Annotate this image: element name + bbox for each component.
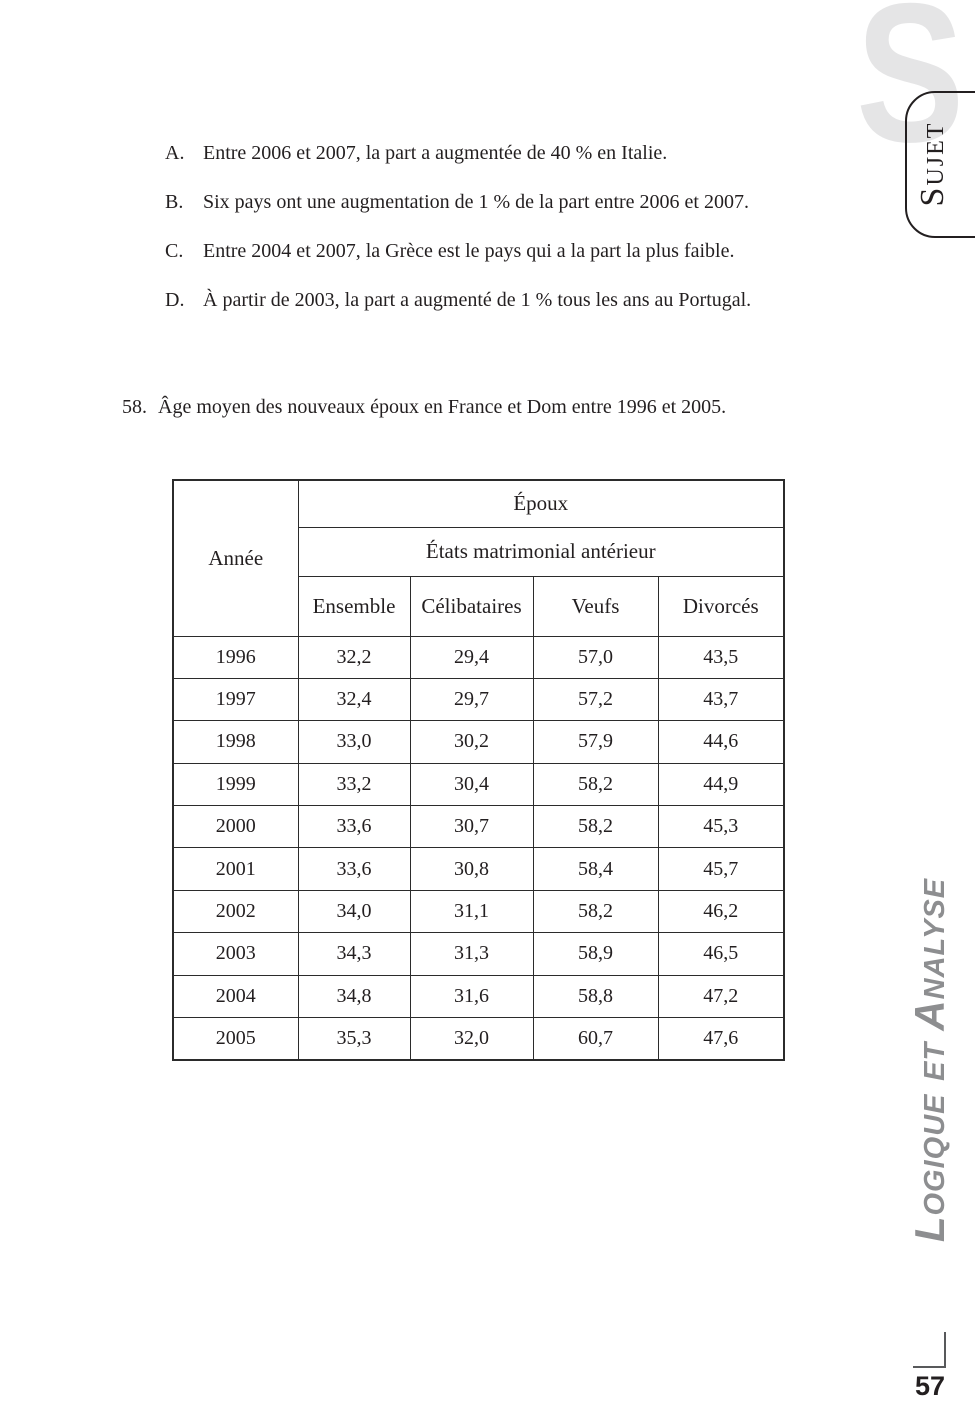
- age-table: Année Époux États matrimonial antérieur …: [172, 479, 785, 1061]
- table-row: 2005 35,3 32,0 60,7 47,6: [172, 1017, 785, 1061]
- table-subgroup-header: États matrimonial antérieur: [297, 526, 785, 577]
- option-d-letter: D.: [165, 289, 185, 311]
- value-cell: 30,4: [409, 762, 534, 807]
- option-b-text: Six pays ont une augmentation de 1 % de …: [203, 191, 749, 213]
- value-cell: 33,6: [297, 847, 411, 891]
- year-cell: 1996: [172, 635, 299, 679]
- question-text: Âge moyen des nouveaux époux en France e…: [158, 396, 727, 418]
- column-header-ensemble: Ensemble: [297, 575, 411, 637]
- value-cell: 57,0: [532, 635, 659, 679]
- table-row: 1998 33,0 30,2 57,9 44,6: [172, 720, 785, 764]
- year-cell: 2004: [172, 974, 299, 1019]
- table-corner-header: Année: [172, 479, 299, 637]
- table-row: 1999 33,2 30,4 58,2 44,9: [172, 762, 785, 807]
- value-cell: 47,6: [657, 1017, 785, 1061]
- year-cell: 2001: [172, 847, 299, 891]
- year-cell: 1998: [172, 720, 299, 764]
- value-cell: 46,5: [657, 932, 785, 976]
- value-cell: 60,7: [532, 1017, 659, 1061]
- value-cell: 31,6: [409, 974, 534, 1019]
- option-b-letter: B.: [165, 191, 184, 213]
- page-number: 57: [914, 1371, 946, 1401]
- corner-mark: [913, 1332, 946, 1368]
- sidebar-section-title: Logique et Analyse: [906, 877, 953, 1243]
- value-cell: 58,8: [532, 974, 659, 1019]
- value-cell: 58,2: [532, 762, 659, 807]
- value-cell: 57,2: [532, 677, 659, 722]
- value-cell: 35,3: [297, 1017, 411, 1061]
- option-c-letter: C.: [165, 240, 184, 262]
- year-cell: 1997: [172, 677, 299, 722]
- table-row: 2003 34,3 31,3 58,9 46,5: [172, 932, 785, 976]
- value-cell: 58,9: [532, 932, 659, 976]
- value-cell: 45,7: [657, 847, 785, 891]
- year-cell: 2003: [172, 932, 299, 976]
- option-d: D. À partir de 2003, la part a augmenté …: [165, 288, 751, 312]
- value-cell: 33,0: [297, 720, 411, 764]
- year-cell: 2002: [172, 889, 299, 934]
- value-cell: 34,0: [297, 889, 411, 934]
- table-row: 2000 33,6 30,7 58,2 45,3: [172, 805, 785, 849]
- option-a-text: Entre 2006 et 2007, la part a augmentée …: [203, 142, 668, 164]
- option-a-letter: A.: [165, 142, 185, 164]
- column-header-veufs: Veufs: [532, 575, 659, 637]
- value-cell: 44,9: [657, 762, 785, 807]
- option-b: B. Six pays ont une augmentation de 1 % …: [165, 190, 751, 214]
- value-cell: 33,2: [297, 762, 411, 807]
- question-number: 58.: [122, 396, 147, 418]
- value-cell: 44,6: [657, 720, 785, 764]
- answer-options: A. Entre 2006 et 2007, la part a augment…: [165, 141, 751, 337]
- value-cell: 58,2: [532, 889, 659, 934]
- year-cell: 2000: [172, 805, 299, 849]
- value-cell: 34,3: [297, 932, 411, 976]
- section-watermark-letter: S: [856, 0, 965, 183]
- value-cell: 29,7: [409, 677, 534, 722]
- table-group-header: Époux: [297, 479, 785, 528]
- value-cell: 57,9: [532, 720, 659, 764]
- value-cell: 47,2: [657, 974, 785, 1019]
- section-tab: [905, 91, 975, 238]
- column-header-celibataires: Célibataires: [409, 575, 534, 637]
- table-row: 1996 32,2 29,4 57,0 43,5: [172, 635, 785, 679]
- value-cell: 30,7: [409, 805, 534, 849]
- value-cell: 32,0: [409, 1017, 534, 1061]
- value-cell: 32,4: [297, 677, 411, 722]
- year-cell: 1999: [172, 762, 299, 807]
- value-cell: 58,2: [532, 805, 659, 849]
- value-cell: 45,3: [657, 805, 785, 849]
- option-c-text: Entre 2004 et 2007, la Grèce est le pays…: [203, 240, 735, 262]
- value-cell: 31,1: [409, 889, 534, 934]
- table-row: 1997 32,4 29,7 57,2 43,7: [172, 677, 785, 722]
- table-row: 2004 34,8 31,6 58,8 47,2: [172, 974, 785, 1019]
- table-row: 2001 33,6 30,8 58,4 45,7: [172, 847, 785, 891]
- option-c: C. Entre 2004 et 2007, la Grèce est le p…: [165, 239, 751, 263]
- value-cell: 32,2: [297, 635, 411, 679]
- question-58: 58. Âge moyen des nouveaux époux en Fran…: [122, 395, 726, 419]
- value-cell: 34,8: [297, 974, 411, 1019]
- value-cell: 29,4: [409, 635, 534, 679]
- option-d-text: À partir de 2003, la part a augmenté de …: [203, 289, 752, 311]
- value-cell: 43,5: [657, 635, 785, 679]
- value-cell: 31,3: [409, 932, 534, 976]
- value-cell: 33,6: [297, 805, 411, 849]
- section-tab-label: Sujet: [914, 121, 951, 207]
- value-cell: 58,4: [532, 847, 659, 891]
- value-cell: 46,2: [657, 889, 785, 934]
- value-cell: 30,2: [409, 720, 534, 764]
- column-header-divorces: Divorcés: [657, 575, 785, 637]
- value-cell: 43,7: [657, 677, 785, 722]
- year-cell: 2005: [172, 1017, 299, 1061]
- table-row: 2002 34,0 31,1 58,2 46,2: [172, 889, 785, 934]
- value-cell: 30,8: [409, 847, 534, 891]
- option-a: A. Entre 2006 et 2007, la part a augment…: [165, 141, 751, 165]
